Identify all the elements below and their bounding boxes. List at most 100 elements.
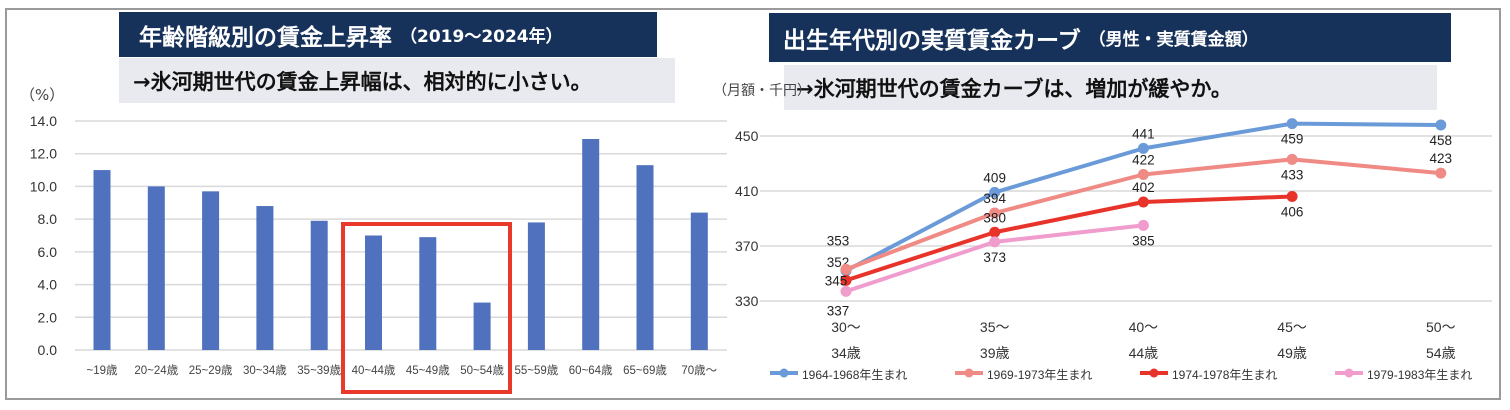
data-label: 373: [983, 250, 1006, 265]
left-title-suffix: （2019～2024年）: [400, 27, 563, 47]
bar: [310, 220, 328, 350]
data-point: [989, 207, 1001, 219]
x-tick-label: 54歳: [1426, 345, 1456, 361]
bar: [690, 212, 708, 350]
y-tick-label: 10.0: [30, 178, 57, 194]
x-tick-label: 60~64歳: [569, 364, 613, 377]
x-tick-label: 40～: [1129, 319, 1159, 335]
x-tick-label: 70歳～: [681, 364, 717, 377]
data-label: 409: [983, 170, 1006, 185]
right-subtitle-text: →氷河期世代の賃金カーブは、増加が緩やか。: [796, 76, 1232, 101]
y-tick-label: 14.0: [30, 113, 57, 129]
figure-frame: [5, 8, 1501, 400]
x-tick-label: 49歳: [1277, 345, 1307, 361]
x-tick-label: 35~39歳: [297, 364, 341, 377]
bar: [527, 222, 545, 350]
series-line: [845, 194, 1293, 283]
data-label: 402: [1132, 180, 1155, 195]
x-tick-label: 44歳: [1129, 345, 1159, 361]
data-label: 394: [983, 191, 1006, 206]
data-label: 345: [825, 273, 848, 288]
x-tick-label: 40~44歳: [352, 364, 396, 377]
right-title-text: 出生年代別の実質賃金カーブ: [783, 27, 1081, 54]
x-tick-label: 25~29歳: [189, 364, 233, 377]
data-label: 458: [1430, 133, 1453, 148]
left-unit-label: （%）: [20, 86, 65, 104]
right-title-suffix: （男性・実質賃金額）: [1088, 30, 1259, 50]
x-tick-label: 34歳: [831, 345, 861, 361]
data-point: [1137, 169, 1149, 180]
data-point: [1286, 153, 1298, 165]
data-label: 380: [983, 210, 1006, 225]
right-title: 出生年代別の実質賃金カーブ （男性・実質賃金額）: [769, 13, 1451, 62]
data-point: [1286, 191, 1298, 202]
legend-label: 1969-1973年生まれ: [987, 368, 1092, 382]
y-tick-label: 2.0: [38, 309, 58, 325]
y-tick-label: 410: [735, 183, 759, 199]
data-label: 337: [827, 303, 850, 318]
highlight-box: [341, 222, 512, 394]
x-tick-label: 30~34歳: [243, 364, 287, 377]
bar: [147, 186, 165, 350]
legend-marker: [964, 368, 974, 378]
legend-label: 1979-1983年生まれ: [1367, 368, 1472, 382]
legend-marker: [1149, 368, 1159, 378]
data-point: [1137, 142, 1149, 154]
data-point: [989, 186, 1001, 198]
legend-label: 1974-1978年生まれ: [1172, 368, 1277, 382]
left-subtitle: →氷河期世代の賃金上昇幅は、相対的に小さい。: [119, 58, 675, 103]
left-title: 年齢階級別の賃金上昇率 （2019～2024年）: [119, 12, 657, 57]
y-tick-label: 6.0: [38, 244, 58, 260]
y-tick-label: 8.0: [38, 211, 58, 227]
x-tick-label: 35～: [980, 319, 1010, 335]
bar: [473, 302, 491, 350]
legend-label: 1964-1968年生まれ: [802, 368, 907, 382]
bar: [256, 206, 274, 350]
bar: [202, 191, 220, 350]
x-tick-label: 20~24歳: [134, 364, 178, 377]
data-point: [1137, 219, 1149, 231]
left-title-text: 年齢階級別の賃金上昇率: [139, 24, 392, 51]
bar: [636, 165, 654, 350]
data-point: [840, 263, 852, 275]
x-tick-label: 39歳: [980, 345, 1010, 361]
x-tick-label: 55~59歳: [514, 364, 558, 377]
bar: [365, 235, 382, 350]
x-tick-label: 45～: [1277, 319, 1307, 335]
data-point: [1435, 167, 1447, 179]
data-point: [1137, 196, 1149, 208]
x-tick-label: 30～: [831, 319, 861, 335]
right-unit-label: （月額・千円）: [713, 83, 811, 99]
data-point: [989, 226, 1001, 238]
data-label: 353: [827, 233, 850, 248]
x-tick-label: 45~49歳: [406, 364, 450, 377]
y-tick-label: 12.0: [30, 146, 57, 162]
bar: [582, 138, 600, 350]
legend-marker: [1344, 368, 1354, 378]
x-tick-label: 50~54歳: [460, 364, 504, 377]
data-label: 441: [1132, 126, 1155, 141]
data-point: [1286, 118, 1298, 130]
y-tick-label: 330: [735, 293, 759, 309]
data-label: 422: [1132, 153, 1155, 168]
data-label: 423: [1430, 151, 1453, 166]
x-tick-label: ~19歳: [86, 364, 118, 377]
bar: [93, 170, 111, 350]
y-tick-label: 4.0: [38, 277, 58, 293]
x-tick-label: 50～: [1426, 319, 1456, 335]
data-point: [840, 285, 852, 297]
data-point: [989, 236, 1001, 248]
data-label: 433: [1281, 167, 1304, 182]
y-tick-label: 370: [735, 238, 759, 254]
data-point: [1435, 119, 1447, 131]
y-tick-label: 0.0: [38, 342, 58, 358]
data-label: 459: [1281, 132, 1304, 147]
x-tick-label: 65~69歳: [623, 364, 667, 377]
bar: [419, 237, 437, 350]
data-point: [840, 274, 852, 286]
data-label: 385: [1132, 233, 1155, 248]
data-label: 406: [1281, 205, 1304, 220]
y-tick-label: 450: [735, 128, 759, 144]
right-subtitle: →氷河期世代の賃金カーブは、増加が緩やか。: [784, 65, 1437, 110]
